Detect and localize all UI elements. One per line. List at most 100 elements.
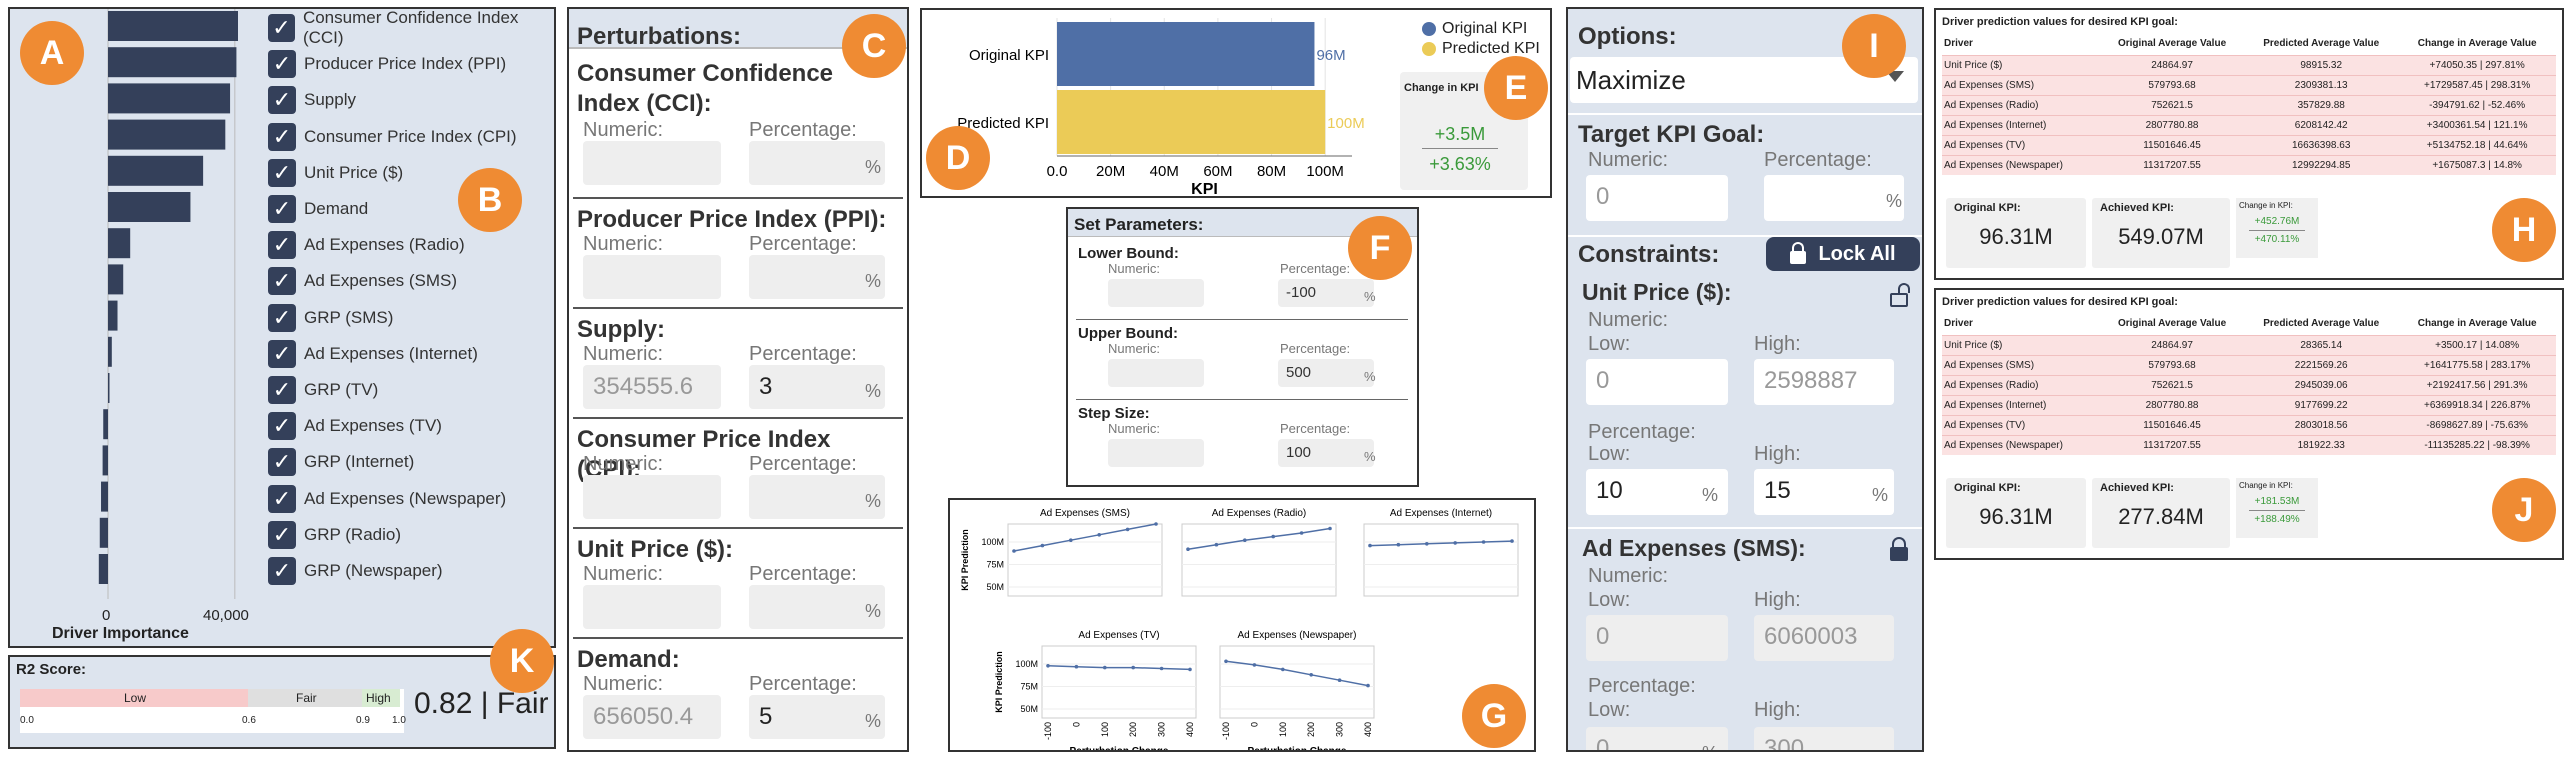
driver-label: Ad Expenses (Newspaper) bbox=[304, 488, 507, 508]
perturbation-numeric-input[interactable]: 656050.4 bbox=[583, 695, 721, 739]
perturbation-divider bbox=[573, 197, 903, 199]
ad-sms-pct-high-input[interactable]: 300 bbox=[1754, 727, 1894, 750]
ad-sms-num-low-input[interactable]: 0 bbox=[1586, 615, 1728, 661]
result-j-achieved-value: 277.84M bbox=[2118, 504, 2204, 529]
kpi-x-tick: 100M bbox=[1306, 163, 1344, 180]
importance-tick-0: 0 bbox=[102, 607, 111, 624]
ad-sms-constraint-title: Ad Expenses (SMS): bbox=[1582, 535, 1806, 561]
checkbox-icon[interactable]: ✓ bbox=[268, 267, 296, 296]
checkbox-icon[interactable]: ✓ bbox=[268, 376, 296, 404]
checkbox-icon[interactable]: ✓ bbox=[268, 86, 296, 115]
ad-sms-pct-low-sign: % bbox=[1702, 743, 1718, 750]
driver-toggle-row[interactable]: ✓ Ad Expenses (TV) bbox=[268, 411, 442, 441]
checkbox-icon[interactable]: ✓ bbox=[268, 14, 295, 42]
perturbation-pct-input[interactable] bbox=[749, 585, 885, 629]
unit-price-num-high-input[interactable]: 2598887 bbox=[1754, 359, 1894, 405]
result-h-change-title: Change in KPI: bbox=[2239, 201, 2293, 210]
driver-toggle-row[interactable]: ✓ GRP (Internet) bbox=[268, 447, 414, 477]
target-pct-input[interactable] bbox=[1764, 175, 1904, 221]
driver-toggle-row[interactable]: ✓ GRP (Radio) bbox=[268, 520, 401, 550]
lower-pct-input[interactable]: -100 bbox=[1278, 279, 1374, 307]
table-cell: 9177699.22 bbox=[2244, 395, 2399, 416]
sensitivity-chart-title: Ad Expenses (TV) bbox=[1078, 630, 1159, 641]
importance-bar bbox=[108, 264, 124, 295]
upper-numeric-input[interactable] bbox=[1108, 359, 1204, 387]
step-numeric-input[interactable] bbox=[1108, 439, 1204, 467]
perturbation-numeric-input[interactable]: 354555.6 bbox=[583, 365, 721, 409]
perturbation-pct-input[interactable]: 3 bbox=[749, 365, 885, 409]
driver-toggle-row[interactable]: ✓ Ad Expenses (Radio) bbox=[268, 230, 465, 260]
sensitivity-line bbox=[1047, 665, 1191, 671]
lock-all-button[interactable]: Lock All bbox=[1766, 237, 1920, 271]
driver-toggle-row[interactable]: ✓ Ad Expenses (Internet) bbox=[268, 339, 478, 369]
driver-toggle-row[interactable]: ✓ GRP (Newspaper) bbox=[268, 556, 443, 586]
perturbation-numeric-input[interactable] bbox=[583, 141, 721, 185]
checkbox-icon[interactable]: ✓ bbox=[268, 50, 296, 79]
driver-toggle-row[interactable]: ✓ Supply bbox=[268, 85, 356, 115]
r2-high-label: High bbox=[366, 691, 391, 705]
driver-toggle-row[interactable]: ✓ GRP (TV) bbox=[268, 375, 378, 405]
result-h-table: Driver Original Average Value Predicted Av… bbox=[1942, 32, 2556, 175]
ad-sms-pct-high-label: High: bbox=[1754, 699, 1801, 721]
badge-b: B bbox=[458, 168, 522, 232]
driver-label: Supply bbox=[304, 90, 356, 110]
driver-toggle-row[interactable]: ✓ Ad Expenses (Newspaper) bbox=[268, 484, 506, 514]
perturbation-title: Unit Price ($): bbox=[577, 536, 734, 563]
r2-tick-06: 0.6 bbox=[242, 715, 256, 726]
ad-sms-pct-low-input[interactable]: 0 bbox=[1586, 727, 1728, 750]
perturbation-pct-input[interactable] bbox=[749, 475, 885, 519]
importance-bar bbox=[108, 119, 226, 150]
driver-toggle-row[interactable]: ✓ Consumer Price Index (CPI) bbox=[268, 122, 517, 152]
perturbation-pct-input[interactable] bbox=[749, 141, 885, 185]
sensitivity-line bbox=[1369, 540, 1513, 547]
checkbox-icon[interactable]: ✓ bbox=[268, 195, 296, 223]
sensitivity-line-chart: Ad Expenses (TV) 100M 75M 50M KPI Prediction… bbox=[994, 630, 1197, 750]
checkbox-icon[interactable]: ✓ bbox=[268, 231, 296, 260]
unit-price-num-low-input[interactable]: 0 bbox=[1586, 359, 1728, 405]
driver-toggle-row[interactable]: ✓ GRP (SMS) bbox=[268, 303, 393, 333]
driver-label: Unit Price ($) bbox=[304, 162, 404, 182]
driver-toggle-row[interactable]: ✓ Demand bbox=[268, 194, 368, 224]
driver-toggle-row[interactable]: ✓ Consumer Confidence Index (CCI) bbox=[268, 8, 554, 47]
perturbation-pct-input[interactable] bbox=[749, 255, 885, 299]
perturbation-divider bbox=[573, 527, 903, 529]
checkbox-icon[interactable]: ✓ bbox=[268, 339, 296, 368]
checkbox-icon[interactable]: ✓ bbox=[268, 448, 296, 477]
sensitivity-x-label: Perturbation Change bbox=[1070, 746, 1169, 750]
checkbox-icon[interactable]: ✓ bbox=[268, 158, 296, 187]
target-numeric-input[interactable]: 0 bbox=[1586, 175, 1728, 221]
target-numeric-label: Numeric: bbox=[1588, 149, 1669, 171]
checkbox-icon[interactable]: ✓ bbox=[268, 484, 296, 513]
driver-toggle-row[interactable]: ✓ Producer Price Index (PPI) bbox=[268, 49, 506, 79]
step-pct-input[interactable]: 100 bbox=[1278, 439, 1374, 467]
unit-price-pct-low-input[interactable]: 10 bbox=[1586, 469, 1728, 515]
lower-numeric-input[interactable] bbox=[1108, 279, 1204, 307]
checkbox-icon[interactable]: ✓ bbox=[268, 303, 296, 332]
perturbation-numeric-input[interactable] bbox=[583, 475, 721, 519]
sensitivity-point bbox=[1125, 527, 1130, 532]
perturbation-numeric-label: Numeric: bbox=[583, 563, 664, 585]
upper-pct-input[interactable]: 500 bbox=[1278, 359, 1374, 387]
unit-price-pct-high-input[interactable]: 15 bbox=[1754, 469, 1894, 515]
locked-icon[interactable] bbox=[1890, 537, 1908, 561]
kpi-bar-value-label: 96M bbox=[1316, 47, 1345, 64]
unlock-icon[interactable] bbox=[1890, 283, 1910, 307]
checkbox-icon[interactable]: ✓ bbox=[268, 412, 296, 441]
checkbox-icon[interactable]: ✓ bbox=[268, 557, 296, 585]
table-cell: 579793.68 bbox=[2099, 75, 2245, 96]
kpi-x-tick: 80M bbox=[1257, 163, 1286, 180]
perturbation-pct-sign: % bbox=[865, 381, 882, 401]
sensitivity-line-chart: Ad Expenses (SMS) 100M 75M 50M KPI Predictio… bbox=[960, 508, 1163, 597]
driver-toggle-row[interactable]: ✓ Ad Expenses (SMS) bbox=[268, 266, 457, 296]
importance-bar bbox=[102, 445, 108, 476]
perturbation-numeric-input[interactable] bbox=[583, 585, 721, 629]
perturbation-numeric-label: Numeric: bbox=[583, 673, 664, 695]
target-pct-sign: % bbox=[1886, 191, 1903, 211]
perturbation-pct-input[interactable]: 5 bbox=[749, 695, 885, 739]
checkbox-icon[interactable]: ✓ bbox=[268, 520, 296, 549]
sensitivity-point bbox=[1154, 522, 1158, 526]
perturbation-numeric-input[interactable] bbox=[583, 255, 721, 299]
checkbox-icon[interactable]: ✓ bbox=[268, 122, 296, 151]
ad-sms-num-high-input[interactable]: 6060003 bbox=[1754, 615, 1894, 661]
driver-toggle-row[interactable]: ✓ Unit Price ($) bbox=[268, 158, 403, 188]
